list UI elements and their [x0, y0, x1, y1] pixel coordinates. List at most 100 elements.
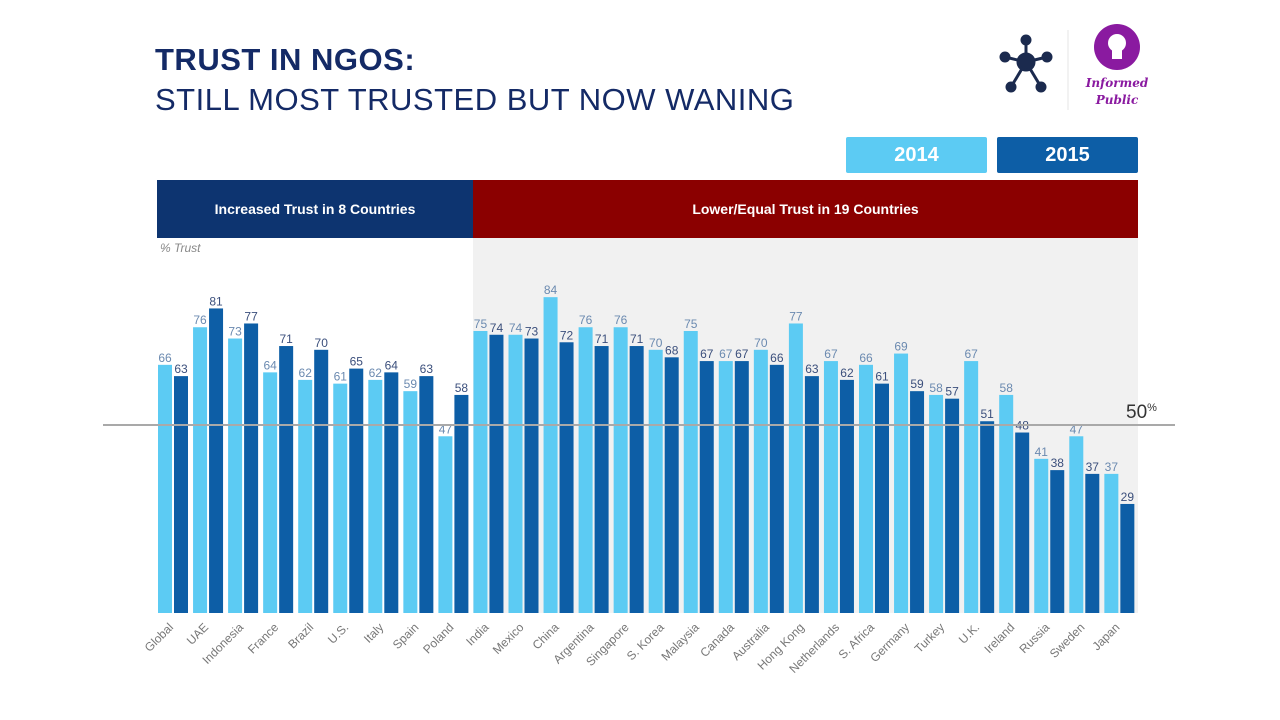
data-label: 62 [299, 366, 313, 380]
category-label: Poland [420, 620, 456, 656]
network-icon [999, 34, 1053, 93]
data-label: 66 [158, 351, 172, 365]
data-label: 71 [279, 332, 293, 346]
category-label: U.S. [325, 620, 351, 646]
category-label: Germany [867, 620, 912, 665]
bar-2014 [298, 379, 313, 613]
bar-2015 [454, 394, 469, 613]
bar-2015 [875, 383, 889, 613]
y-axis-label: % Trust [160, 241, 201, 255]
bar-2014 [438, 436, 453, 613]
category-label: Spain [390, 620, 422, 652]
data-label: 71 [595, 332, 609, 346]
category-label: China [530, 620, 562, 652]
bar-2014 [788, 323, 803, 613]
lightbulb-icon [1094, 24, 1140, 70]
bar-2015 [314, 349, 329, 613]
data-label: 67 [719, 347, 733, 361]
bar-2014 [823, 361, 838, 613]
bar-2015 [1050, 470, 1065, 613]
data-label: 81 [209, 294, 223, 308]
data-label: 77 [244, 309, 258, 323]
data-label: 77 [789, 309, 803, 323]
data-label: 70 [315, 336, 329, 350]
data-label: 75 [684, 317, 698, 331]
bar-2014 [894, 353, 909, 613]
bar-2014 [228, 338, 243, 613]
bar-2015 [1120, 503, 1135, 613]
data-label: 64 [263, 358, 277, 372]
bar-2014 [368, 379, 383, 613]
bar-2014 [578, 327, 593, 613]
bar-2015 [209, 308, 224, 613]
bar-2015 [839, 379, 854, 613]
data-label: 66 [859, 351, 873, 365]
title-line-2: STILL MOST TRUSTED BUT NOW WANING [155, 82, 795, 117]
reference-line-label: 50% [1126, 402, 1157, 423]
data-label: 64 [385, 358, 399, 372]
category-label: Japan [1089, 620, 1122, 653]
bar-2015 [945, 398, 960, 613]
bar-2015 [384, 372, 399, 613]
data-label: 73 [525, 325, 539, 339]
data-label: 84 [544, 283, 558, 297]
data-label: 76 [193, 313, 207, 327]
data-label: 71 [630, 332, 644, 346]
bar-2015 [559, 342, 574, 613]
data-label: 69 [894, 340, 908, 354]
bar-2015 [910, 391, 925, 613]
bar-2014 [263, 372, 278, 613]
data-label: 65 [350, 355, 364, 369]
data-label: 67 [824, 347, 838, 361]
bar-2014 [508, 334, 523, 613]
bar-2015 [699, 361, 714, 613]
data-label: 66 [770, 351, 784, 365]
bar-2015 [804, 376, 819, 613]
category-label: Turkey [912, 620, 948, 656]
category-label: Malaysia [658, 620, 702, 664]
data-label: 58 [455, 381, 469, 395]
bar-2014 [1034, 458, 1049, 613]
bar-2015 [524, 338, 539, 613]
bar-2015 [174, 376, 188, 613]
bar-2014 [473, 331, 488, 613]
data-label: 63 [805, 362, 819, 376]
data-label: 74 [509, 321, 523, 335]
data-label: 37 [1105, 460, 1119, 474]
category-label: Global [142, 620, 176, 654]
bar-2014 [964, 361, 979, 613]
category-label: India [463, 620, 492, 649]
bar-2014 [403, 391, 418, 613]
bar-2015 [489, 334, 504, 613]
category-label: U.K. [956, 620, 982, 646]
data-label: 61 [875, 370, 889, 384]
category-label: UAE [184, 620, 211, 647]
bar-2014 [543, 297, 558, 613]
bar-2014 [648, 349, 663, 613]
bar-2014 [929, 394, 944, 613]
data-label: 61 [334, 370, 348, 384]
bar-2015 [594, 346, 609, 613]
data-label: 67 [735, 347, 749, 361]
data-label: 29 [1121, 490, 1135, 504]
data-label: 58 [1000, 381, 1014, 395]
category-label: Brazil [285, 620, 316, 651]
legend-2014: 2014 [846, 137, 987, 173]
data-label: 73 [228, 325, 242, 339]
data-label: 59 [910, 377, 924, 391]
bar-2014 [999, 394, 1014, 613]
data-label: 75 [474, 317, 488, 331]
bar-2014 [1069, 436, 1084, 613]
informed-public-logo-text: Informed Public [1085, 76, 1149, 107]
bar-2015 [629, 346, 644, 613]
bar-2015 [244, 323, 259, 613]
data-label: 76 [579, 313, 593, 327]
bar-2015 [1015, 432, 1030, 613]
bar-2014 [683, 331, 698, 613]
title-line-1: TRUST IN NGOS: [155, 42, 416, 77]
data-label: 37 [1086, 460, 1100, 474]
bar-2014 [613, 327, 628, 613]
bar-2014 [718, 361, 733, 613]
data-label: 74 [490, 321, 504, 335]
bar-2014 [753, 349, 768, 613]
